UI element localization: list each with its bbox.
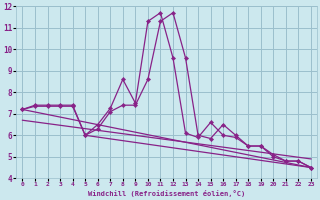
- X-axis label: Windchill (Refroidissement éolien,°C): Windchill (Refroidissement éolien,°C): [88, 190, 245, 197]
